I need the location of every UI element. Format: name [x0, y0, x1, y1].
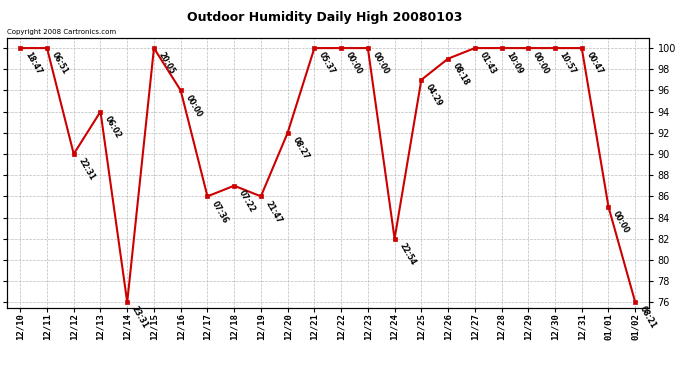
Text: 10:09: 10:09	[504, 51, 524, 76]
Text: 10:57: 10:57	[558, 51, 578, 76]
Text: 20:05: 20:05	[157, 51, 177, 76]
Text: 00:00: 00:00	[371, 51, 391, 76]
Text: 18:47: 18:47	[23, 51, 43, 76]
Text: 22:54: 22:54	[397, 242, 417, 267]
Text: 05:37: 05:37	[317, 51, 337, 76]
Text: 06:51: 06:51	[50, 51, 70, 76]
Text: 00:00: 00:00	[531, 51, 551, 76]
Text: 00:00: 00:00	[344, 51, 364, 76]
Text: 06:02: 06:02	[104, 114, 123, 140]
Text: Copyright 2008 Cartronics.com: Copyright 2008 Cartronics.com	[7, 29, 116, 35]
Text: 00:00: 00:00	[184, 93, 204, 118]
Text: 21:47: 21:47	[264, 199, 284, 225]
Text: 08:27: 08:27	[290, 136, 310, 161]
Text: 00:00: 00:00	[611, 210, 631, 235]
Text: 07:36: 07:36	[210, 199, 230, 225]
Text: 07:22: 07:22	[237, 189, 257, 214]
Text: 04:29: 04:29	[424, 82, 444, 108]
Text: 01:43: 01:43	[477, 51, 497, 76]
Text: 00:47: 00:47	[584, 51, 604, 76]
Text: 23:31: 23:31	[130, 305, 150, 330]
Text: Outdoor Humidity Daily High 20080103: Outdoor Humidity Daily High 20080103	[186, 11, 462, 24]
Text: 08:18: 08:18	[451, 62, 471, 87]
Text: 22:31: 22:31	[77, 157, 97, 182]
Text: 08:21: 08:21	[638, 305, 658, 330]
